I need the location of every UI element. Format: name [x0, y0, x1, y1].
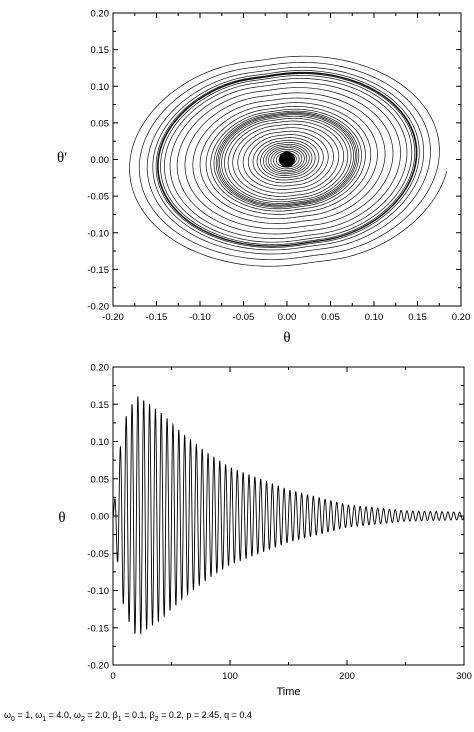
- x-tick-label: 300: [456, 671, 472, 682]
- y-axis-label: θ: [58, 510, 65, 526]
- y-tick-label: -0.05: [87, 192, 109, 203]
- phase-portrait-plot: 0.20 0.15 0.10 0.05 0.00 -0.05 -0.10 -0.15 -0.20…: [57, 9, 470, 347]
- caption-text: = 2.0, β: [84, 710, 118, 720]
- x-tick-label: -0.10: [189, 312, 211, 323]
- x-tick-label: 0.20: [452, 312, 471, 323]
- y-tick-label: 0.05: [91, 118, 110, 129]
- y-tick-label: 0.10: [91, 437, 110, 448]
- caption-text: = 1, ω: [14, 710, 43, 720]
- y-tick-label: 0.20: [91, 363, 110, 374]
- y-tick-label: 0.15: [91, 45, 110, 56]
- y-tick-label: -0.10: [87, 586, 109, 597]
- y-tick-label: -0.20: [87, 661, 109, 672]
- caption-subscript: 2: [80, 715, 85, 723]
- caption-subscript: 2: [154, 715, 159, 723]
- parameter-caption: ω0 = 1, ω1 = 4.0, ω2 = 2.0, β1 = 0.1, β2…: [4, 710, 472, 723]
- time-series-plot: 0.20 0.15 0.10 0.05 0.00 -0.05 -0.10 -0.15 -0.20…: [58, 363, 472, 699]
- x-axis-label: θ: [283, 330, 290, 346]
- x-axis-label: Time: [276, 686, 300, 698]
- caption-subscript: 1: [117, 715, 122, 723]
- caption-subscript: 0: [11, 715, 15, 723]
- y-tick-label: -0.20: [87, 302, 109, 313]
- y-tick-label: 0.15: [91, 400, 110, 411]
- attractor-point: [279, 151, 295, 168]
- caption-subscript: 1: [42, 715, 47, 723]
- caption-text: = 4.0, ω: [46, 710, 81, 720]
- theta-time-series: [112, 396, 465, 635]
- caption-text: = 0.1, β: [121, 710, 155, 720]
- caption-text: ω: [4, 710, 12, 720]
- y-tick-label: 0.05: [91, 474, 110, 485]
- x-tick-label: -0.15: [146, 312, 168, 323]
- y-axis-label: θ': [57, 150, 67, 166]
- x-tick-label: 200: [339, 671, 355, 682]
- x-tick-label: -0.05: [233, 312, 255, 323]
- x-tick-label: 0.15: [408, 312, 427, 323]
- y-tick-label: -0.05: [87, 549, 109, 560]
- y-tick-label: 0.00: [91, 155, 110, 166]
- caption-text: = 0.2, p = 2.45, q = 0.4: [158, 710, 252, 720]
- x-tick-label: -0.20: [102, 312, 124, 323]
- y-tick-label: 0.00: [91, 512, 110, 523]
- x-tick-label: 0.10: [365, 312, 384, 323]
- x-tick-label: 0: [110, 671, 115, 682]
- y-tick-label: -0.15: [87, 623, 109, 634]
- y-tick-label: -0.10: [87, 228, 109, 239]
- x-tick-label: 0.00: [278, 312, 297, 323]
- x-tick-label: 100: [222, 671, 238, 682]
- phase-trajectory: [129, 55, 448, 267]
- x-tick-label: 0.05: [321, 312, 340, 323]
- y-tick-label: 0.10: [91, 82, 110, 93]
- y-tick-label: -0.15: [87, 265, 109, 276]
- y-tick-label: 0.20: [91, 9, 110, 20]
